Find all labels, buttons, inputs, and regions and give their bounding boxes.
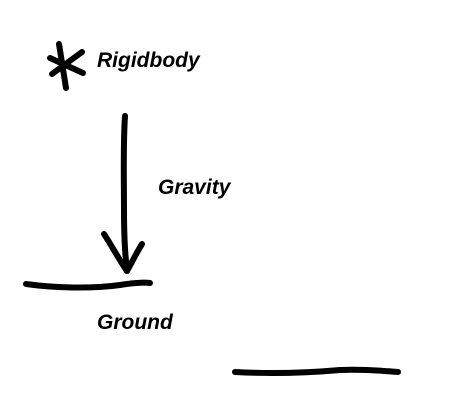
- gravity-label: Gravity: [158, 176, 231, 199]
- ground-line: [23, 279, 153, 291]
- down-arrow-icon: [101, 113, 145, 274]
- ground-label: Ground: [97, 311, 173, 334]
- asterisk-icon: [47, 41, 86, 91]
- rigidbody-label: Rigidbody: [97, 49, 200, 72]
- platform-line: [232, 366, 401, 377]
